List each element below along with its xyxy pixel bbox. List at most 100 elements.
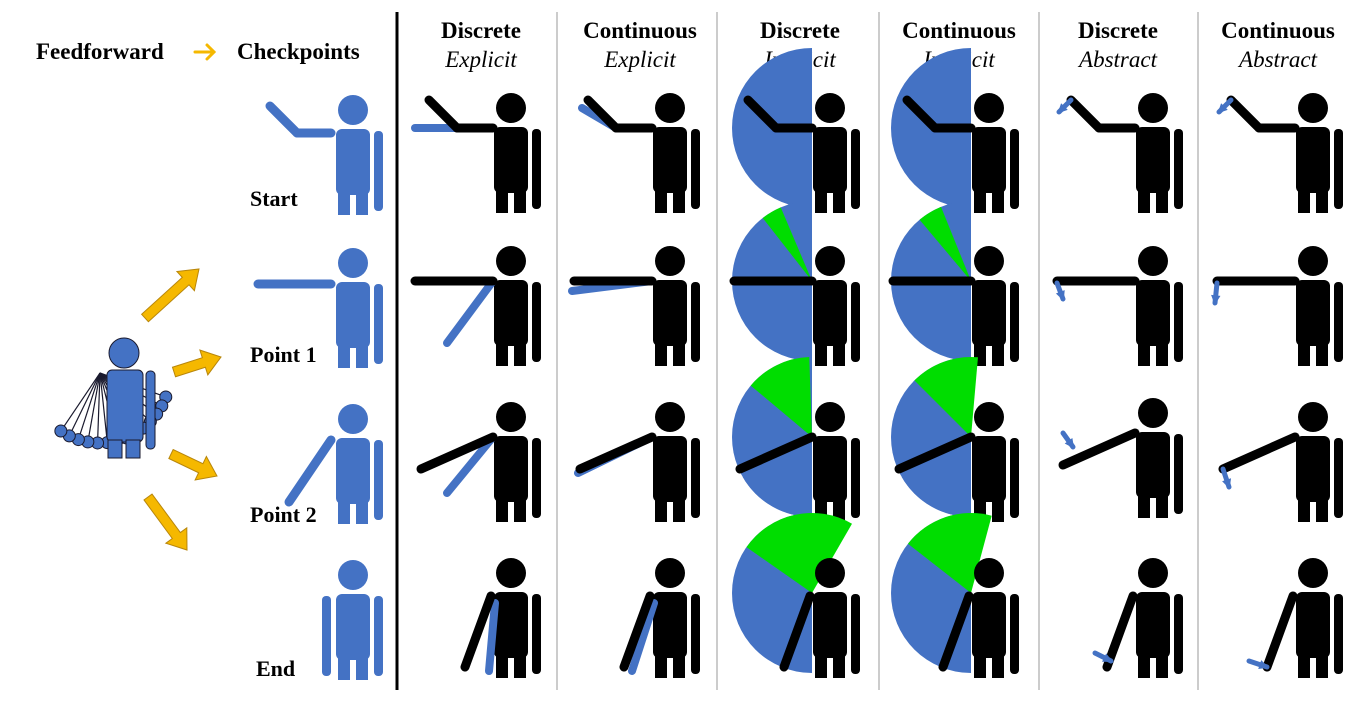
cell-person (1136, 93, 1183, 213)
cell-person (813, 402, 860, 522)
cell-abstract-discrete-p1 (1052, 246, 1183, 366)
cell-person (653, 246, 700, 366)
cell-person (653, 558, 700, 678)
current-arm (1218, 432, 1300, 474)
feedforward-person (106, 337, 156, 459)
current-arm (1066, 95, 1104, 133)
current-arm (424, 95, 462, 133)
feedforward-arrow-icon (143, 493, 188, 551)
cell-person (1296, 558, 1343, 678)
cell-person (972, 246, 1019, 366)
covered-region (750, 357, 812, 437)
feedforward-figure (54, 337, 173, 459)
feedforward-arrows (140, 268, 222, 551)
column-title: Continuous (583, 18, 697, 43)
direction-arrow-icon (1056, 97, 1074, 115)
direction-arrow-icon (1246, 658, 1270, 670)
column-title: Continuous (902, 18, 1016, 43)
feedforward-arrow-icon (171, 349, 222, 378)
fan-hand (54, 424, 68, 438)
current-arm (575, 432, 657, 474)
checkpoint-arm (265, 101, 302, 138)
cell-explicit-continuous-p1 (568, 246, 700, 366)
checkpoint-arm (284, 435, 336, 507)
fan-arm (96, 372, 101, 443)
target-arm (485, 599, 499, 675)
column-subtitle: Explicit (444, 47, 517, 72)
cell-person (653, 402, 700, 522)
direction-arrow-icon (1216, 97, 1234, 115)
checkpoint-person-p2 (284, 404, 383, 524)
cell-explicit-discrete-p1 (410, 246, 541, 366)
cell-person (813, 558, 860, 678)
cell-implicit-discrete-p2 (732, 357, 860, 522)
cell-implicit-continuous-p1 (888, 201, 1019, 366)
current-arm (1058, 428, 1140, 470)
column-subtitle: Abstract (1237, 47, 1318, 72)
cell-person (1296, 93, 1343, 213)
row-label-point-2: Point 2 (250, 502, 317, 527)
cell-person (1296, 402, 1343, 522)
covered-region (746, 513, 852, 593)
cell-abstract-continuous-p1 (1211, 246, 1343, 366)
target-arm (443, 277, 497, 347)
column-headers: Discrete Explicit Continuous Explicit Di… (441, 18, 1335, 72)
row-labels: Start Point 1 Point 2 End (250, 186, 317, 681)
checkpoint-person-start (265, 95, 383, 215)
direction-arrow-icon (1054, 280, 1066, 302)
target-arm (443, 433, 497, 497)
checkpoint-person-p1 (253, 248, 383, 368)
target-region (742, 437, 812, 517)
column-title: Discrete (760, 18, 840, 43)
header-arrow-icon (193, 43, 217, 61)
current-arm (416, 432, 498, 474)
current-arm (743, 95, 781, 133)
current-arm (779, 591, 815, 672)
current-arm (894, 432, 976, 474)
cell-abstract-continuous-p2 (1218, 402, 1343, 522)
covered-region (914, 357, 978, 437)
cell-implicit-continuous-p2 (891, 357, 1019, 522)
cell-abstract-continuous-end (1246, 558, 1343, 678)
cell-explicit-continuous-end (619, 558, 700, 678)
current-arm (583, 95, 621, 133)
cell-person (494, 402, 541, 522)
fan-arm (87, 372, 101, 443)
current-arm (938, 591, 974, 672)
current-arm (460, 591, 496, 672)
cell-abstract-continuous-start (1216, 93, 1343, 213)
cell-explicit-discrete-start (411, 93, 541, 213)
cell-implicit-continuous-start (891, 48, 1019, 213)
cell-implicit-discrete-start (732, 48, 860, 213)
feedforward-label: Feedforward (36, 39, 164, 64)
row-label-end: End (256, 656, 295, 681)
column-subtitle: Explicit (603, 47, 676, 72)
cell-person (972, 558, 1019, 678)
fan-arm (68, 372, 101, 437)
cell-person (1136, 398, 1183, 518)
feedforward-arrow-icon (140, 268, 200, 323)
column-subtitle: Abstract (1077, 47, 1158, 72)
checkpoint-figures (253, 95, 383, 680)
direction-arrow-icon (1220, 466, 1232, 490)
cell-explicit-continuous-start (578, 93, 700, 213)
target-arm (628, 599, 658, 675)
row-label-point-1: Point 1 (250, 342, 317, 367)
cell-abstract-discrete-p2 (1058, 398, 1183, 518)
fan-arm (60, 372, 101, 432)
cell-person (494, 246, 541, 366)
feedforward-arrow-icon (168, 448, 218, 481)
direction-arrow-icon (1060, 430, 1076, 450)
cell-person (813, 246, 860, 366)
checkpoint-person-end (322, 560, 383, 680)
cell-explicit-continuous-p2 (574, 402, 700, 522)
column-title: Discrete (1078, 18, 1158, 43)
cell-abstract-discrete-end (1092, 558, 1183, 678)
fan-arm (99, 372, 108, 443)
cell-implicit-discrete-p1 (729, 201, 860, 366)
cell-person (813, 93, 860, 213)
cell-person (1296, 246, 1343, 366)
current-arm (619, 591, 655, 672)
current-arm (1102, 591, 1138, 672)
